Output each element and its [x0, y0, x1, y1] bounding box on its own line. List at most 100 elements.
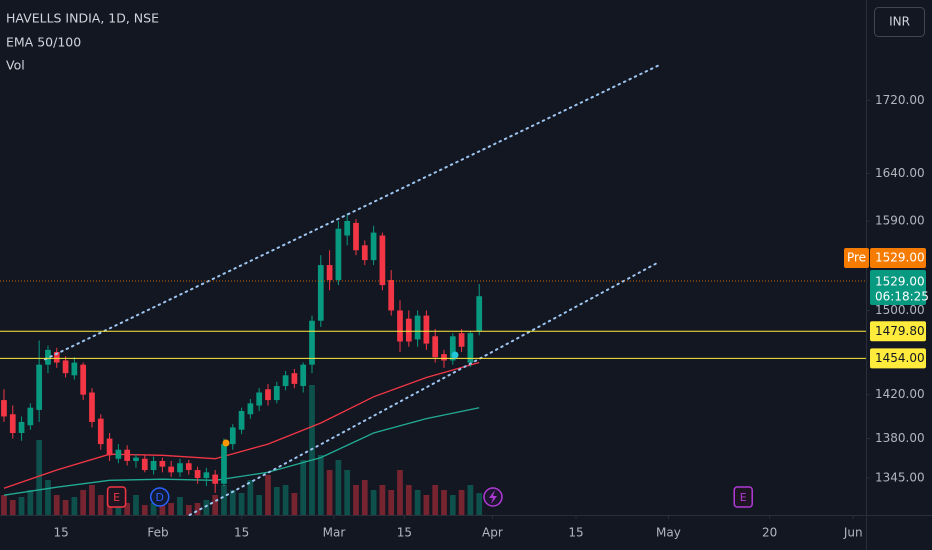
pre-price-label: 1529.00: [875, 251, 925, 265]
plot-area: [0, 63, 866, 516]
symbol-title: HAVELLS INDIA, 1D, NSE: [6, 11, 159, 26]
volume-bar: [177, 497, 183, 515]
volume-bar: [476, 493, 483, 515]
volume-bar: [9, 500, 16, 515]
y-tick-label: 1720.00: [875, 93, 925, 107]
x-tick-label: Mar: [323, 526, 346, 540]
candle-body: [265, 389, 271, 401]
candle-body: [441, 354, 447, 361]
y-tick-label: 1420.00: [875, 387, 925, 401]
candle-body: [432, 336, 439, 358]
volume-bar: [18, 497, 25, 515]
candle-body: [282, 375, 289, 387]
event-label[interactable]: D: [155, 491, 163, 504]
hline-price-box: [870, 348, 926, 369]
x-tick-label: Jun: [843, 526, 863, 540]
pre-tag: Pre: [847, 251, 866, 265]
hline-price-box: [870, 321, 926, 342]
volume-bar: [45, 480, 51, 515]
x-tick-label: May: [656, 526, 681, 540]
candle-body: [133, 457, 139, 461]
ema-line: [3, 361, 480, 489]
candle-body: [106, 438, 113, 456]
currency-button[interactable]: [874, 7, 925, 37]
candle-body: [212, 474, 219, 484]
volume-bar: [89, 485, 95, 515]
candle-body: [414, 315, 421, 340]
volume-bar: [467, 485, 474, 515]
volume-bar: [335, 460, 342, 515]
candle-body: [203, 472, 210, 479]
last-price-box: [870, 270, 926, 306]
y-tick-label: 1380.00: [875, 431, 925, 445]
y-tick-label: 1590.00: [875, 213, 925, 227]
volume-bar: [326, 470, 333, 515]
event-badge[interactable]: [149, 487, 170, 507]
event-label[interactable]: E: [113, 491, 120, 504]
lightning-icon: [489, 490, 497, 504]
dividend-dot: [222, 439, 230, 447]
volume-bar: [449, 495, 456, 515]
volume-bar: [405, 485, 412, 515]
candle-body: [370, 232, 377, 261]
candle-body: [476, 296, 483, 332]
pre-price-box: [870, 248, 926, 269]
candle-body: [256, 392, 263, 406]
volume-bar: [300, 460, 307, 515]
volume-bar: [273, 487, 280, 515]
last-price-label: 1529.00: [875, 275, 925, 289]
volume-bar: [265, 475, 271, 515]
event-badge[interactable]: [733, 486, 753, 508]
candle-body: [177, 463, 183, 473]
candle-body: [62, 360, 69, 374]
volume-bar: [97, 495, 104, 515]
hline-price-label: 1479.80: [875, 324, 925, 338]
volume-bar: [229, 490, 236, 515]
candle-body: [71, 362, 78, 376]
volume-bar: [194, 503, 201, 515]
candle-body: [458, 333, 465, 347]
volume-bar: [71, 497, 78, 515]
volume-bar: [27, 490, 34, 515]
volume-bar: [441, 490, 447, 515]
x-tick-label: Feb: [147, 526, 168, 540]
candle-body: [388, 280, 395, 311]
candle-body: [317, 265, 324, 321]
volume-bar: [221, 485, 227, 515]
x-tick-label: 20: [762, 526, 777, 540]
candle-body: [449, 336, 456, 361]
candle-body: [27, 407, 34, 426]
candle-body: [423, 315, 430, 344]
candle-body: [141, 458, 148, 471]
candle-body: [397, 310, 403, 342]
volume-bar: [414, 490, 421, 515]
candle-body: [18, 421, 25, 433]
volume-bar: [141, 505, 148, 515]
x-tick-label: 15: [54, 526, 69, 540]
volume-bar: [388, 490, 395, 515]
trendline: [188, 262, 658, 516]
candle-body: [89, 392, 95, 422]
currency-label[interactable]: INR: [889, 15, 910, 29]
volume-bar: [379, 485, 386, 515]
volume-bar: [397, 470, 403, 515]
y-tick-label: 1640.00: [875, 166, 925, 180]
volume-bar: [159, 500, 166, 515]
ema-line: [3, 407, 480, 496]
candle-body: [300, 364, 307, 387]
event-badge[interactable]: [106, 486, 127, 508]
x-tick-label: Apr: [482, 526, 503, 540]
volume-bar: [256, 495, 263, 515]
event-label[interactable]: E: [740, 491, 747, 504]
pre-tag-box: [844, 248, 869, 269]
volume-bar: [432, 485, 439, 515]
signal-dot: [451, 351, 459, 359]
volume-bar: [247, 480, 254, 515]
volume-bar: [212, 495, 219, 515]
y-tick-label: 1500.00: [875, 303, 925, 317]
candle-body: [344, 220, 351, 236]
volume-bar: [185, 505, 192, 515]
candle-body: [361, 245, 368, 261]
volume-bar: [344, 470, 351, 515]
volume-bar: [80, 490, 87, 515]
